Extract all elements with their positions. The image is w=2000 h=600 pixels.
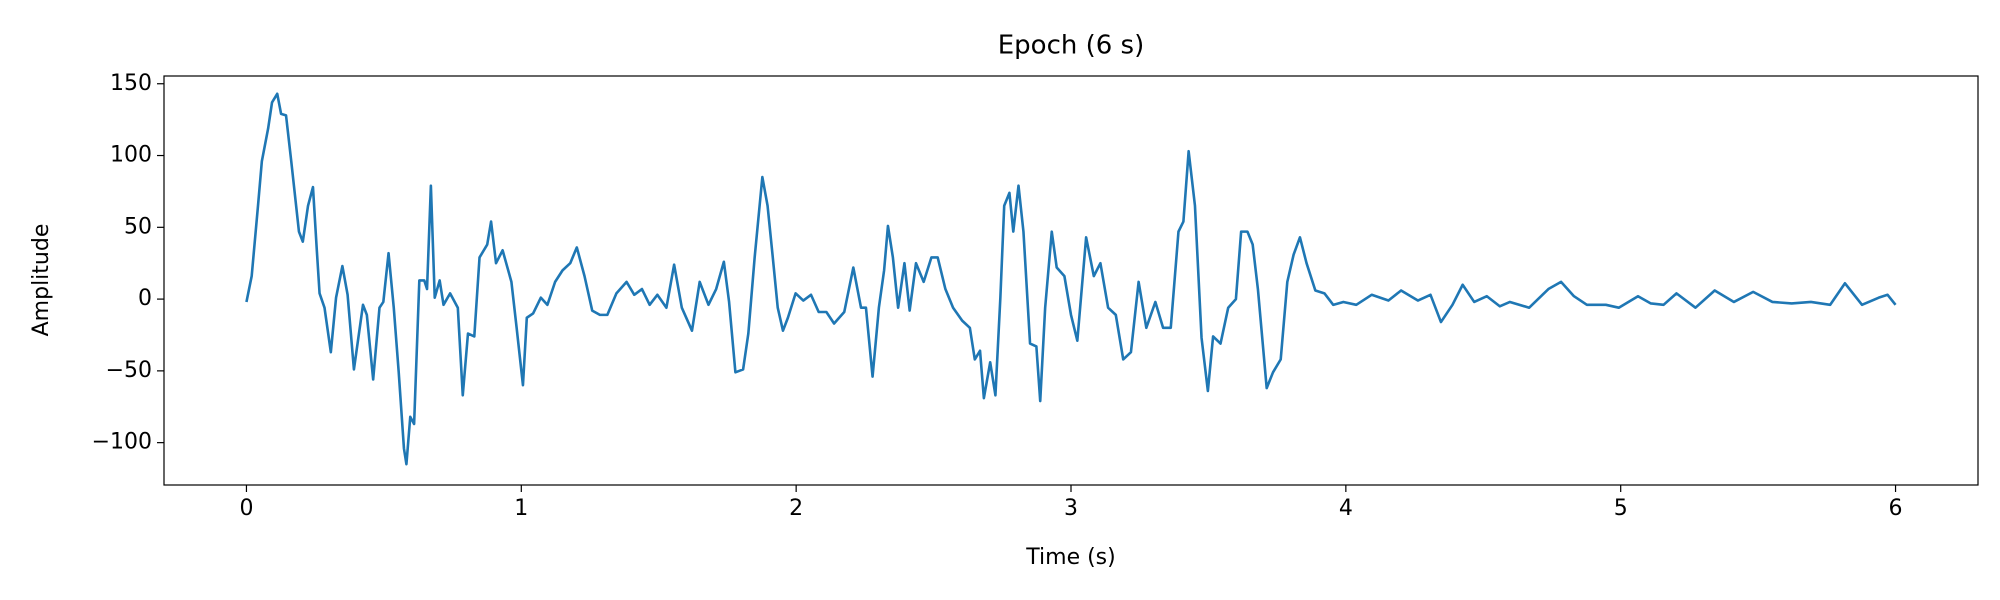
x-tick-label: 3 (1064, 496, 1078, 521)
plot-frame (163, 75, 1979, 486)
x-tick-label: 5 (1614, 496, 1628, 521)
x-tick-label: 1 (514, 496, 528, 521)
y-tick-label: −50 (106, 358, 152, 383)
y-tick-label: 150 (110, 71, 152, 96)
y-tick-label: 0 (138, 286, 152, 311)
y-tick-label: 50 (124, 214, 152, 239)
signal-line (245, 92, 1897, 466)
x-tick-label: 2 (789, 496, 803, 521)
x-axis-label: Time (s) (1025, 545, 1115, 570)
y-tick-label: −100 (92, 430, 152, 455)
x-tick-label: 0 (239, 496, 253, 521)
x-tick-label: 6 (1889, 496, 1903, 521)
chart-title: Epoch (6 s) (998, 31, 1145, 61)
x-tick-label: 4 (1339, 496, 1353, 521)
y-axis-label: Amplitude (29, 224, 54, 337)
y-tick-label: 100 (110, 143, 152, 168)
